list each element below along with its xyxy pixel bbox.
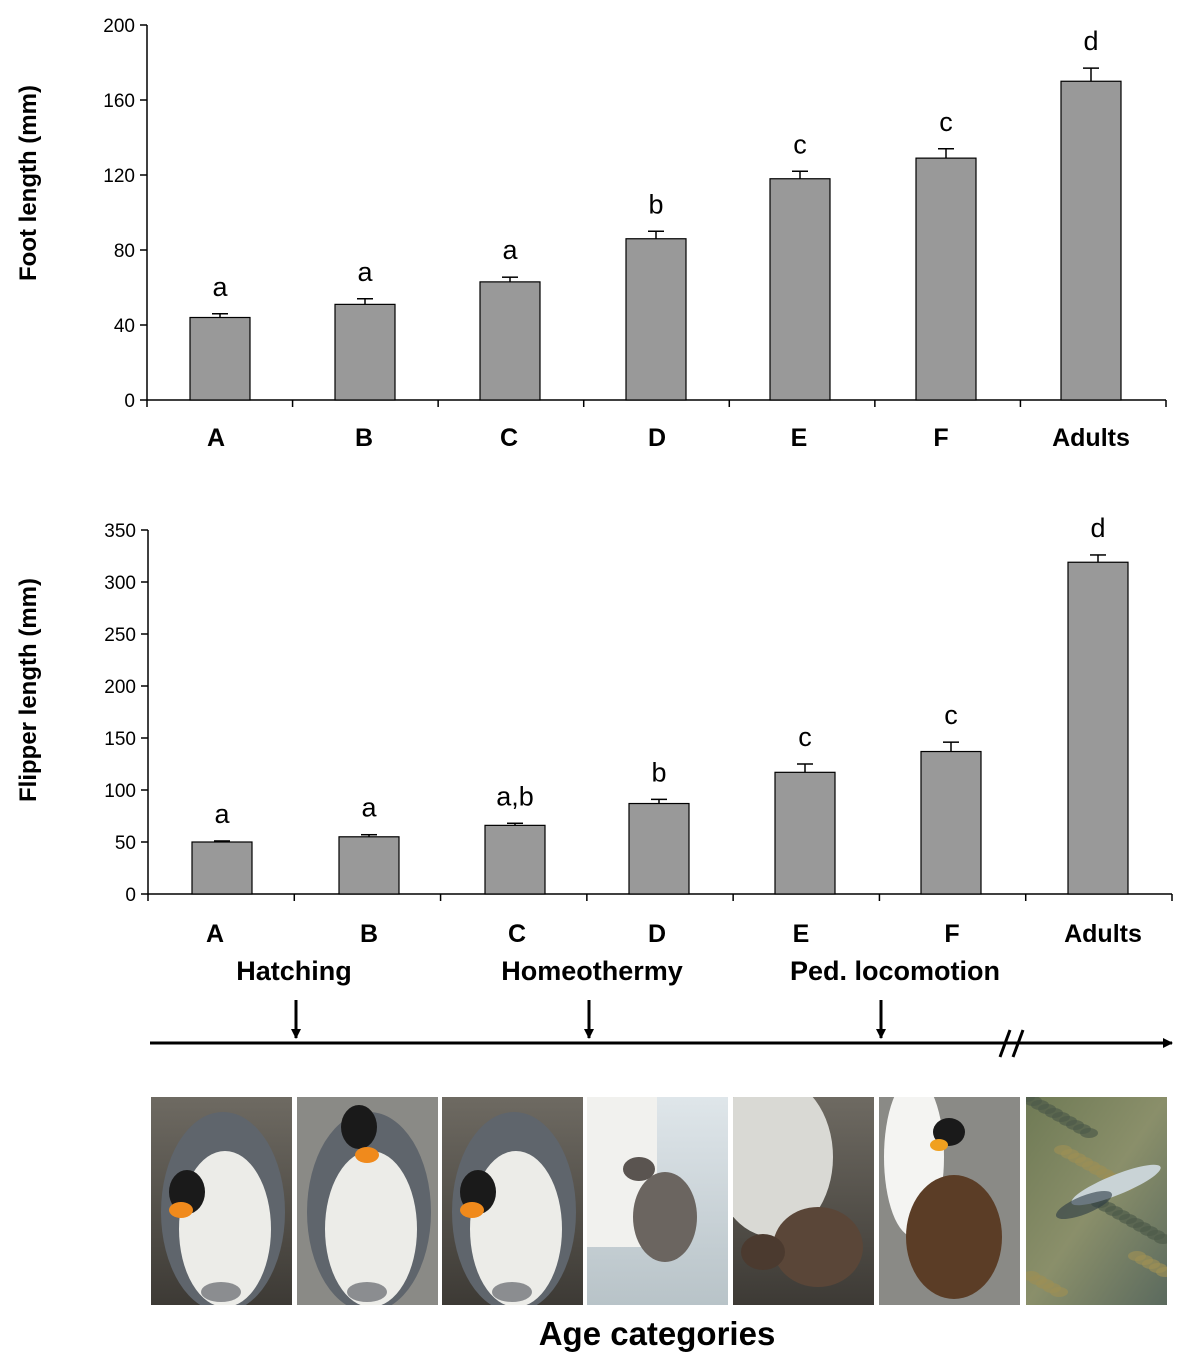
photo-adult-brooding-chick	[442, 1097, 583, 1305]
category-label: F	[944, 920, 959, 948]
bar-e	[769, 178, 831, 401]
significance-label: c	[944, 700, 958, 730]
significance-label: a	[214, 799, 230, 829]
photo-brown-chick-resting	[733, 1097, 874, 1305]
bar-adults	[1067, 561, 1129, 895]
category-label: Adults	[1064, 920, 1142, 948]
x-axis-title: Age categories	[539, 1315, 776, 1352]
photo-brown-chick-with-adults	[879, 1097, 1020, 1305]
y-tick-label: 160	[103, 91, 135, 112]
bar-c	[479, 281, 541, 401]
y-tick-label: 0	[124, 391, 135, 412]
significance-label: c	[793, 129, 807, 159]
y-tick-label: 150	[104, 729, 136, 750]
y-tick-label: 300	[104, 573, 136, 594]
category-label: C	[500, 424, 518, 452]
bar-c	[484, 824, 546, 895]
photo-swimming-adult	[1026, 1097, 1167, 1305]
y-tick-label: 40	[114, 316, 135, 337]
category-label: C	[508, 920, 526, 948]
category-label: D	[648, 424, 666, 452]
development-timeline: Hatching Homeothermy Ped. locomotion	[150, 956, 1173, 1058]
category-label: A	[207, 424, 225, 452]
photo-adult-brooding-hatchling	[151, 1097, 292, 1305]
category-label: D	[648, 920, 666, 948]
category-label: B	[360, 920, 378, 948]
bar-b	[338, 836, 400, 895]
bar-d	[628, 802, 690, 895]
y-tick-label: 200	[104, 677, 136, 698]
y-tick-label: 80	[114, 241, 135, 262]
significance-label: c	[939, 107, 953, 137]
category-label: A	[206, 920, 224, 948]
significance-label: a	[357, 257, 373, 287]
y-tick-label: 250	[104, 625, 136, 646]
bar-f	[920, 750, 982, 895]
category-label: E	[793, 920, 810, 948]
photo-strip	[151, 1097, 1167, 1305]
bar-a	[189, 316, 251, 401]
event-label-hatching: Hatching	[236, 956, 352, 986]
significance-label: b	[648, 189, 663, 219]
category-label: B	[355, 424, 373, 452]
y-tick-label: 350	[104, 521, 136, 542]
bar-e	[774, 771, 836, 895]
category-label: F	[933, 424, 948, 452]
bar-f	[915, 157, 977, 401]
y-tick-label: 0	[125, 885, 136, 906]
y-tick-label: 120	[103, 166, 135, 187]
category-label: E	[791, 424, 808, 452]
bar-a	[191, 841, 253, 895]
flipper-y-axis-label: Flipper length (mm)	[15, 578, 42, 802]
event-label-homeothermy: Homeothermy	[501, 956, 683, 986]
significance-label: c	[798, 722, 812, 752]
significance-label: a	[212, 272, 228, 302]
y-tick-label: 50	[115, 833, 136, 854]
category-label: Adults	[1052, 424, 1130, 452]
photo-grey-chick-beside-adult	[587, 1097, 728, 1305]
significance-label: a	[361, 793, 377, 823]
axis-break-mark	[998, 1029, 1025, 1058]
foot-y-axis-label: Foot length (mm)	[15, 85, 42, 281]
significance-label: b	[651, 757, 666, 787]
y-tick-label: 200	[103, 16, 135, 37]
bar-b	[334, 303, 396, 401]
bar-d	[625, 238, 687, 401]
bar-adults	[1060, 80, 1122, 401]
significance-label: d	[1090, 513, 1105, 543]
significance-label: a,b	[496, 781, 534, 811]
flipper-length-chart: Flipper length (mm) 0 50 100 150 200 250 300 35…	[15, 513, 1173, 948]
significance-label: d	[1083, 26, 1098, 56]
event-label-ped-locomotion: Ped. locomotion	[790, 956, 1000, 986]
foot-length-chart: Foot length (mm) 0 40 80 120 160 200 a Aa Ba Cb Dc…	[15, 16, 1167, 452]
y-tick-label: 100	[104, 781, 136, 802]
significance-label: a	[502, 235, 518, 265]
photo-adult-with-chick-on-feet	[297, 1097, 438, 1305]
